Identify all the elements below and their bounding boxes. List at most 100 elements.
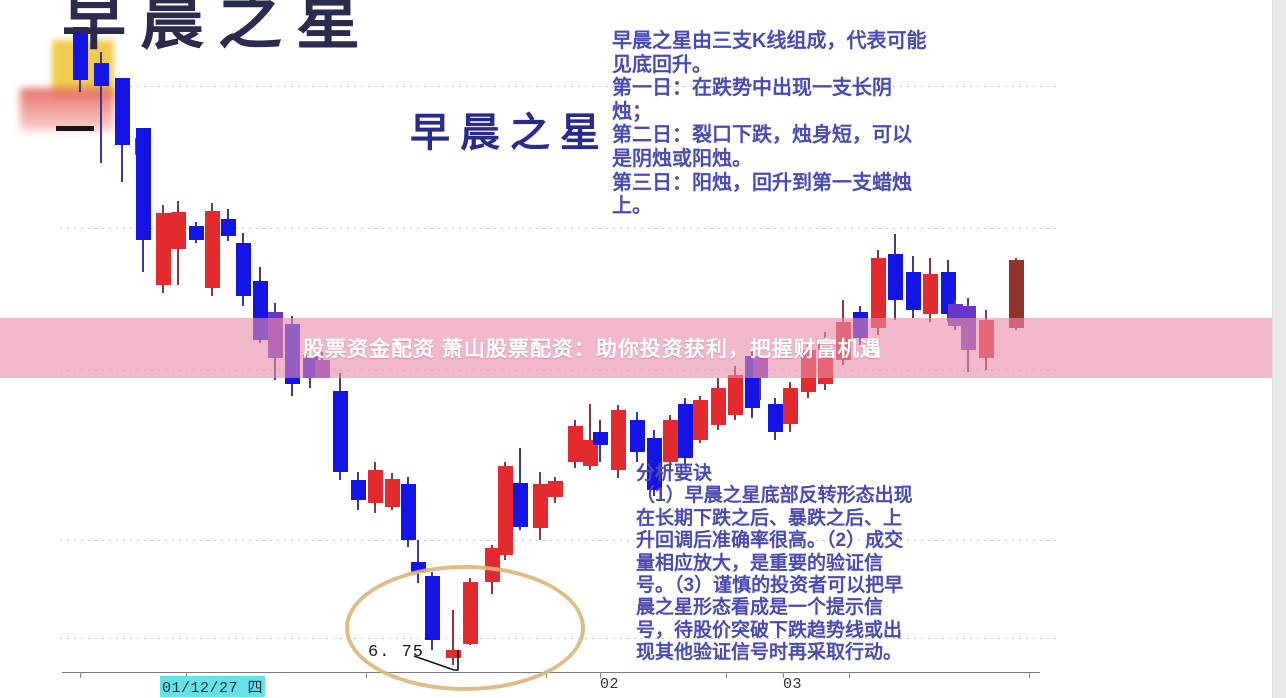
x-axis-tick [1029,672,1030,678]
x-axis-label: 02 [600,676,620,693]
candlestick [400,477,416,547]
x-axis-tick [600,672,601,678]
candle-body [204,211,220,288]
candle-body [350,480,366,500]
candle-body [940,272,956,314]
price-callout-label: 6. 75 [368,643,425,662]
candle-body [135,128,151,240]
candle-body [170,212,186,249]
vertical-scrollbar[interactable] [1272,0,1286,698]
candle-body [547,481,563,497]
candlestick [350,472,366,510]
candlestick [727,366,743,420]
x-axis-tick [186,672,187,678]
candle-body [497,466,513,555]
candlestick [767,398,783,440]
candlestick [512,448,528,530]
candle-wick [417,540,419,583]
x-axis-tick [546,672,547,678]
gridline [60,228,1060,229]
x-axis-tick [783,672,784,678]
candlestick [410,540,426,583]
candlestick [567,420,583,468]
candle-body [677,404,693,458]
candlestick [677,398,693,465]
candle-body [400,484,416,540]
candle-wick [100,52,102,163]
chart-title-top: 早晨之星 [62,0,374,57]
candle-body [692,400,708,440]
pattern-highlight-ellipse [345,565,585,691]
candlestick [384,473,400,510]
x-axis-label: 01/12/27 四 [160,676,266,697]
candle-body [384,479,400,507]
candle-body [410,562,426,572]
candle-body [332,391,348,472]
price-callout-leader-line [413,650,459,671]
candle-body [367,470,383,503]
candlestick [72,27,88,92]
x-axis-tick [366,672,367,678]
candlestick [940,260,956,322]
candlestick [629,412,645,462]
candle-body [727,375,743,415]
site-banner-text: 股票资金配资 萧山股票配资：助你投资获利，把握财富机遇 [303,338,882,361]
candlestick [235,233,251,306]
chart-title-middle: 早晨之星 [410,110,610,155]
candlestick [220,209,236,241]
candle-body [567,426,583,462]
candle-wick [589,404,591,470]
candle-body [646,438,662,490]
candle-body [1008,260,1024,328]
annotation-analysis-tips: 分析要诀 （1）早晨之星底部反转形态出现 在长期下跌之后、暴跌之后、上 升回调后… [636,463,913,664]
x-axis-tick [726,672,727,678]
candle-body [114,78,130,145]
candlestick [497,462,513,560]
candle-body [905,272,921,310]
candle-body [220,219,236,236]
watermark-dark-bar [56,126,94,131]
candlestick [905,256,921,318]
candlestick [93,52,109,163]
site-banner-overlay: 股票资金配资 萧山股票配资：助你投资获利，把握财富机遇 [0,318,1273,378]
candle-body [782,388,798,424]
gridline [60,540,1060,541]
candlestick [367,462,383,513]
candlestick [662,415,678,470]
x-axis-label: 03 [783,676,803,693]
candle-body [887,254,903,300]
x-axis-line [62,672,1040,673]
candlestick [646,430,662,496]
candle-body [188,226,204,240]
candlestick [547,477,563,503]
candle-body [767,404,783,432]
candlestick [135,128,151,272]
candlestick [582,404,598,470]
candle-body [592,432,608,445]
candlestick [188,222,204,243]
candlestick [155,205,171,293]
candle-body [662,420,678,462]
candlestick [114,78,130,182]
candlestick [922,258,938,322]
candlestick [170,201,186,285]
candle-body [155,213,171,285]
candle-body [582,440,598,466]
candlestick [692,396,708,443]
candlestick [610,405,626,478]
candlestick [1008,258,1024,330]
candle-body [922,274,938,314]
candle-body [512,483,528,527]
candle-body [870,258,886,328]
x-axis-tick [849,672,850,678]
candle-body [235,243,251,296]
candlestick [332,373,348,480]
candlestick [592,420,608,462]
candle-body [710,388,726,425]
candlestick [782,382,798,432]
candlestick [532,472,548,540]
gridline [60,86,1060,87]
candle-body [629,420,645,452]
annotation-pattern-description: 早晨之星由三支K线组成，代表可能 见底回升。 第一日：在跌势中出现一支长阴 烛；… [612,30,927,218]
